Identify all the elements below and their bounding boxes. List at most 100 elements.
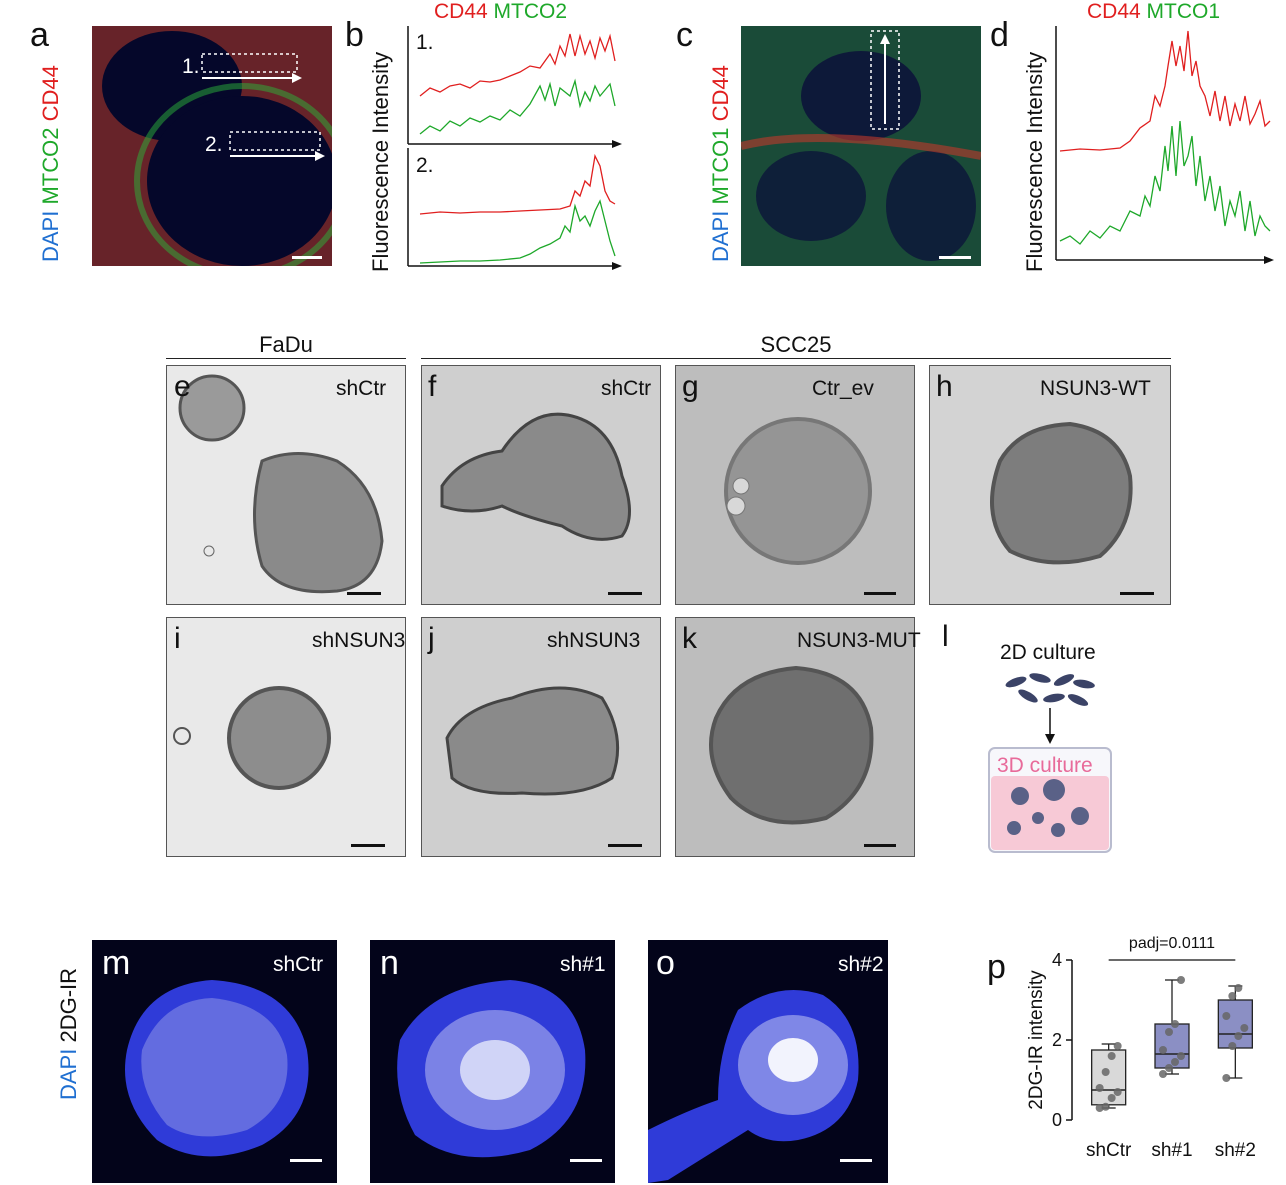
scale-bar: [608, 592, 642, 595]
panel-letter-d: d: [990, 16, 1009, 54]
legend-cd44: CD44: [1087, 0, 1141, 23]
panel-letter-n: n: [380, 944, 399, 982]
data-point: [1165, 1028, 1173, 1036]
panel-l-top-label: 2D culture: [1000, 641, 1096, 664]
data-point: [1107, 1094, 1116, 1102]
panel-e-label: shCtr: [336, 377, 387, 400]
b1-mtco2-line: [419, 78, 616, 135]
panel-e-image: [166, 365, 406, 605]
roi-2-label: 2.: [205, 133, 223, 156]
data-point: [1095, 1104, 1104, 1112]
x-tick-label: sh#2: [1215, 1140, 1256, 1161]
legend-mtco2: MTCO2: [493, 0, 568, 23]
panel-i-image: [166, 617, 406, 857]
b2-mtco2-line: [419, 199, 616, 264]
panel-k-label: NSUN3-MUT: [797, 629, 921, 652]
group-line-scc25: [421, 358, 1171, 359]
panel-n-label: sh#1: [560, 953, 606, 976]
panel-letter-e: e: [174, 370, 191, 403]
channel-cd44: CD44: [38, 65, 63, 122]
scale-bar: [570, 1159, 602, 1162]
data-point: [1159, 1046, 1167, 1054]
panel-o-label: sh#2: [838, 953, 884, 976]
panel-letter-i: i: [174, 622, 181, 655]
panel-a-image: 1. 2.: [92, 26, 332, 266]
channel-mtco1: MTCO1: [708, 127, 733, 205]
scale-bar: [864, 844, 896, 847]
panel-c-channel-label: DAPI MTCO1 CD44: [708, 65, 734, 262]
data-point: [1234, 1032, 1243, 1040]
legend-mtco1: MTCO1: [1146, 0, 1221, 23]
panel-f-label: shCtr: [601, 377, 652, 400]
data-point: [1107, 1052, 1116, 1060]
panel-letter-f: f: [428, 370, 437, 403]
panel-i-label: shNSUN3: [312, 629, 406, 652]
scale-bar: [292, 256, 322, 259]
scale-bar: [290, 1159, 322, 1162]
group-title-scc25: SCC25: [760, 332, 832, 357]
channel-dapi: DAPI: [38, 210, 63, 262]
data-point: [1171, 1020, 1179, 1028]
data-point: [1113, 1088, 1122, 1096]
panel-h-image: [929, 365, 1171, 605]
channel-dapi: DAPI: [708, 210, 733, 262]
scale-bar: [864, 592, 896, 595]
data-point: [1095, 1084, 1104, 1092]
channel-2dg-ir: 2DG-IR: [56, 967, 81, 1043]
data-point: [1159, 1070, 1167, 1078]
data-point: [1177, 976, 1185, 984]
y-tick-label: 4: [1052, 950, 1062, 970]
panel-b-chart: [407, 26, 622, 270]
data-point: [1240, 1024, 1249, 1032]
legend-cd44: CD44: [434, 0, 488, 23]
panel-o-image: [648, 940, 888, 1183]
b2-cd44-line: [419, 153, 616, 215]
panel-g-image: [675, 365, 915, 605]
panel-d-ylabel: Fluorescence Intensity: [1022, 51, 1047, 272]
channel-mtco2: MTCO2: [38, 127, 63, 205]
data-point: [1234, 984, 1243, 992]
d-mtco1-line: [1059, 120, 1271, 245]
group-title-fadu: FaDu: [259, 332, 313, 357]
d-cd44-line: [1059, 30, 1271, 152]
panel-letter-g: g: [682, 370, 699, 403]
scale-bar: [608, 844, 642, 847]
panel-letter-h: h: [936, 370, 953, 403]
panel-d-chart: [1055, 26, 1274, 264]
data-point: [1113, 1042, 1122, 1050]
y-axis-label: 2DG-IR intensity: [1026, 970, 1047, 1110]
scale-bar: [347, 592, 381, 595]
panel-b-ylabel: Fluorescence Intensity: [368, 51, 393, 272]
data-point: [1222, 1012, 1231, 1020]
panel-g-label: Ctr_ev: [812, 377, 874, 400]
b-sub1-label: 1.: [416, 31, 434, 54]
panel-j-image: [421, 617, 661, 857]
panel-j-label: shNSUN3: [547, 629, 641, 652]
scale-bar: [939, 256, 971, 259]
panel-letter-a: a: [30, 16, 49, 54]
significance-label: padj=0.0111: [1129, 935, 1215, 952]
panel-k-image: [675, 617, 915, 857]
data-point: [1228, 1042, 1237, 1050]
channel-dapi: DAPI: [56, 1048, 81, 1100]
b1-cd44-line: [419, 33, 616, 97]
panel-letter-l: l: [942, 620, 949, 653]
data-point: [1165, 1064, 1173, 1072]
panel-letter-b: b: [345, 16, 364, 54]
data-point: [1228, 992, 1237, 1000]
panel-letter-k: k: [682, 622, 697, 655]
panel-n-image: [370, 940, 615, 1183]
panel-a-channel-label: DAPI MTCO2 CD44: [38, 65, 64, 262]
panel-letter-c: c: [676, 16, 693, 54]
panel-letter-o: o: [656, 944, 675, 982]
scale-bar: [840, 1159, 872, 1162]
scale-bar: [1120, 592, 1154, 595]
panel-c-image: [741, 26, 981, 266]
y-tick-label: 2: [1052, 1030, 1062, 1050]
panel-d-legend: CD44 MTCO1: [1087, 0, 1220, 24]
box-sh#2: [1217, 999, 1253, 1049]
data-point: [1101, 1102, 1110, 1111]
panel-mno-channel-label: DAPI 2DG-IR: [56, 968, 82, 1100]
panel-b-legend: CD44 MTCO2: [434, 0, 567, 24]
